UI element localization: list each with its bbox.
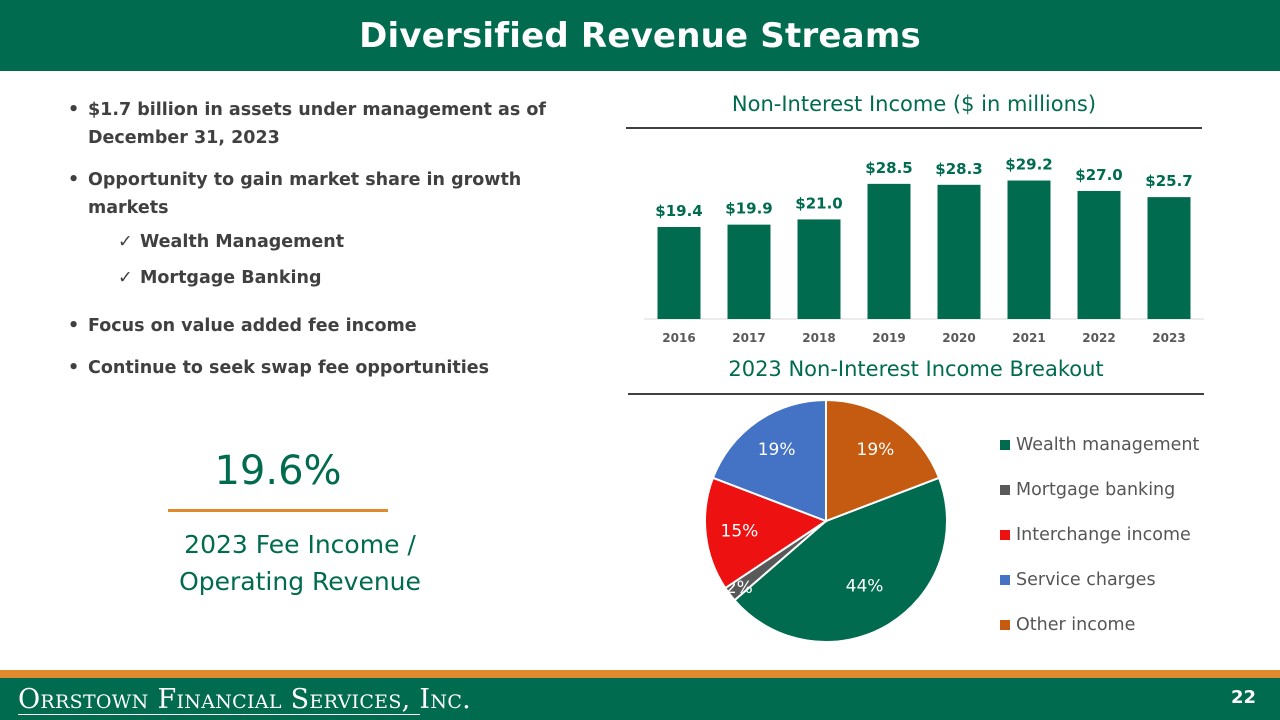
bullet-item: • Continue to seek swap fee opportunitie… <box>68 354 578 382</box>
x-tick-label: 2016 <box>662 331 695 345</box>
bar <box>867 183 911 319</box>
legend-label: Interchange income <box>1016 524 1191 545</box>
pie-slice <box>704 476 829 590</box>
bullet-dot: • <box>68 170 80 190</box>
check-item: ✓ Wealth Management <box>68 224 578 260</box>
bar-chart-title: Non-Interest Income ($ in millions) <box>731 92 1097 116</box>
bullet-item: • Opportunity to gain market share in gr… <box>68 166 578 222</box>
bar <box>1007 180 1051 319</box>
checkmark-icon: ✓ <box>118 232 133 252</box>
slide-header: Diversified Revenue Streams <box>0 0 1280 71</box>
slide-footer: Orrstown Financial Services, Inc. 22 <box>0 678 1280 720</box>
pie-slice <box>723 520 827 602</box>
bar-data-label: $25.7 <box>1145 172 1192 190</box>
bar-data-label: $21.0 <box>795 194 842 212</box>
pie-chart-title: 2023 Non-Interest Income Breakout <box>728 357 1104 381</box>
x-tick-label: 2022 <box>1082 331 1115 345</box>
bar <box>657 227 701 319</box>
legend-swatch <box>1000 619 1010 630</box>
bar-data-label: $28.5 <box>865 159 912 177</box>
bar-data-label: $19.4 <box>655 202 702 220</box>
legend-swatch <box>1000 574 1010 585</box>
bullet-text: Opportunity to gain market share in grow… <box>88 170 522 218</box>
kpi-label-line: Operating Revenue <box>179 567 421 596</box>
legend-item: Mortgage banking <box>1000 467 1199 512</box>
slide-title: Diversified Revenue Streams <box>359 15 921 56</box>
pie-data-label: 19% <box>758 440 796 460</box>
x-tick-label: 2020 <box>942 331 975 345</box>
bar <box>1147 197 1191 319</box>
pie-slice <box>711 398 827 523</box>
page-number: 22 <box>1230 687 1256 708</box>
x-tick-label: 2017 <box>732 331 765 345</box>
x-tick-label: 2018 <box>802 331 835 345</box>
kpi-divider <box>168 509 388 512</box>
x-tick-label: 2019 <box>872 331 905 345</box>
fee-income-ratio-label: 2023 Fee Income / Operating Revenue <box>150 526 450 600</box>
pie-data-label: 44% <box>846 576 884 596</box>
pie-slice <box>825 398 941 523</box>
legend-swatch <box>1000 484 1010 495</box>
bullet-text: $1.7 billion in assets under management … <box>88 100 547 148</box>
kpi-label-line: 2023 Fee Income / <box>184 530 416 559</box>
bar <box>1077 190 1121 319</box>
footer-accent-bar <box>0 670 1280 678</box>
bullet-dot: • <box>68 100 80 120</box>
x-tick-label: 2021 <box>1012 331 1045 345</box>
checkmark-icon: ✓ <box>118 268 133 288</box>
pie-chart-title-rule <box>628 393 1204 395</box>
check-item-text: Wealth Management <box>140 232 345 252</box>
bar-data-label: $29.2 <box>1005 156 1052 174</box>
legend-item: Interchange income <box>1000 512 1199 557</box>
bar <box>797 219 841 319</box>
legend-item: Wealth management <box>1000 422 1199 467</box>
pie-legend: Wealth management Mortgage banking Inter… <box>1000 422 1199 647</box>
pie-slice <box>733 476 948 643</box>
company-logo: Orrstown Financial Services, Inc. <box>18 684 472 715</box>
legend-label: Wealth management <box>1016 434 1200 455</box>
pie-data-label: 2% <box>726 578 753 598</box>
bullet-dot: • <box>68 316 80 336</box>
check-item-text: Mortgage Banking <box>140 268 322 288</box>
check-item: ✓ Mortgage Banking <box>68 260 578 296</box>
bar-data-label: $28.3 <box>935 160 982 178</box>
bar-data-label: $19.9 <box>725 200 772 218</box>
bar <box>727 224 771 319</box>
legend-swatch <box>1000 529 1010 540</box>
bullet-text: Focus on value added fee income <box>88 316 417 336</box>
bullet-item: • Focus on value added fee income <box>68 312 578 340</box>
legend-item: Other income <box>1000 602 1199 647</box>
legend-item: Service charges <box>1000 557 1199 602</box>
legend-label: Mortgage banking <box>1016 479 1176 500</box>
bar <box>937 184 981 319</box>
legend-label: Service charges <box>1016 569 1156 590</box>
legend-label: Other income <box>1016 614 1136 635</box>
fee-income-ratio-value: 19.6% <box>214 448 342 494</box>
legend-swatch <box>1000 439 1010 450</box>
bar-chart-title-rule <box>626 127 1202 129</box>
bullet-list: • $1.7 billion in assets under managemen… <box>68 96 578 396</box>
bar-data-label: $27.0 <box>1075 166 1122 184</box>
x-tick-label: 2023 <box>1152 331 1185 345</box>
bullet-item: • $1.7 billion in assets under managemen… <box>68 96 578 152</box>
pie-data-label: 15% <box>721 522 759 542</box>
logo-underline <box>18 714 420 715</box>
bullet-text: Continue to seek swap fee opportunities <box>88 358 490 378</box>
bullet-dot: • <box>68 358 80 378</box>
pie-data-label: 19% <box>857 440 895 460</box>
